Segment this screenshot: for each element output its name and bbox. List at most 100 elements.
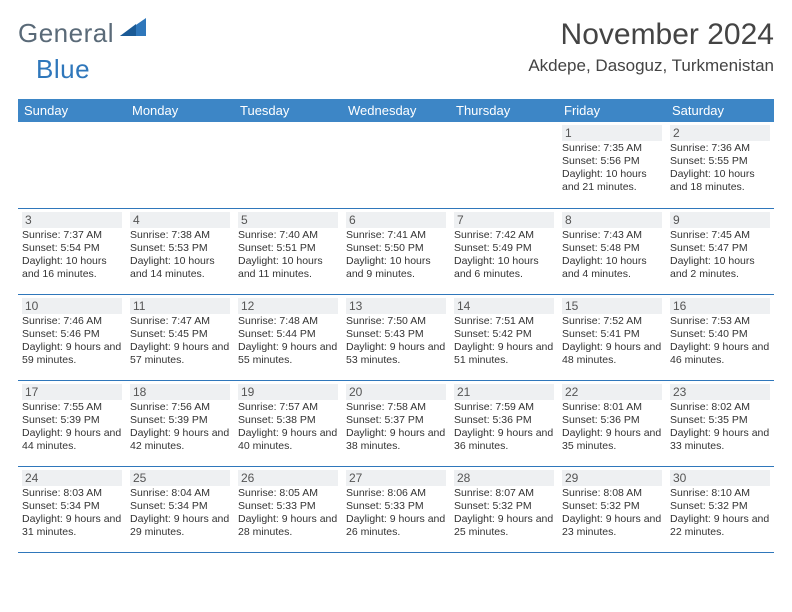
day-info-line: Sunrise: 8:07 AM: [454, 487, 554, 500]
day-number: 16: [670, 298, 770, 314]
day-info-line: Sunset: 5:49 PM: [454, 242, 554, 255]
calendar-week-row: 24Sunrise: 8:03 AMSunset: 5:34 PMDayligh…: [18, 466, 774, 552]
day-info-line: Daylight: 9 hours and 35 minutes.: [562, 427, 662, 453]
day-info-line: Sunset: 5:32 PM: [670, 500, 770, 513]
day-info-line: Daylight: 9 hours and 22 minutes.: [670, 513, 770, 539]
calendar-day-cell: 7Sunrise: 7:42 AMSunset: 5:49 PMDaylight…: [450, 208, 558, 294]
calendar-week-row: 1Sunrise: 7:35 AMSunset: 5:56 PMDaylight…: [18, 122, 774, 208]
day-info-line: Sunset: 5:35 PM: [670, 414, 770, 427]
calendar-day-cell: [126, 122, 234, 208]
weekday-header: Thursday: [450, 99, 558, 122]
day-number: 25: [130, 470, 230, 486]
calendar-day-cell: [450, 122, 558, 208]
day-info-line: Sunrise: 8:10 AM: [670, 487, 770, 500]
weekday-header: Sunday: [18, 99, 126, 122]
calendar-day-cell: 12Sunrise: 7:48 AMSunset: 5:44 PMDayligh…: [234, 294, 342, 380]
location-text: Akdepe, Dasoguz, Turkmenistan: [528, 56, 774, 76]
calendar-day-cell: 18Sunrise: 7:56 AMSunset: 5:39 PMDayligh…: [126, 380, 234, 466]
day-info-line: Daylight: 9 hours and 51 minutes.: [454, 341, 554, 367]
day-number: 2: [670, 125, 770, 141]
day-info-line: Sunrise: 7:37 AM: [22, 229, 122, 242]
day-number: 26: [238, 470, 338, 486]
day-info-line: Sunset: 5:47 PM: [670, 242, 770, 255]
day-info-line: Daylight: 9 hours and 28 minutes.: [238, 513, 338, 539]
day-info-line: Sunrise: 7:55 AM: [22, 401, 122, 414]
day-info-line: Sunset: 5:50 PM: [346, 242, 446, 255]
calendar-day-cell: 16Sunrise: 7:53 AMSunset: 5:40 PMDayligh…: [666, 294, 774, 380]
day-number: 7: [454, 212, 554, 228]
day-info-line: Sunset: 5:36 PM: [454, 414, 554, 427]
day-info-line: Sunrise: 7:46 AM: [22, 315, 122, 328]
day-info-line: Sunset: 5:37 PM: [346, 414, 446, 427]
day-number: 29: [562, 470, 662, 486]
day-number: 28: [454, 470, 554, 486]
day-info-line: Daylight: 9 hours and 59 minutes.: [22, 341, 122, 367]
day-info-line: Sunset: 5:54 PM: [22, 242, 122, 255]
day-info-line: Sunrise: 7:52 AM: [562, 315, 662, 328]
day-info-line: Daylight: 9 hours and 48 minutes.: [562, 341, 662, 367]
day-info-line: Daylight: 10 hours and 18 minutes.: [670, 168, 770, 194]
weekday-header: Friday: [558, 99, 666, 122]
day-info-line: Sunrise: 7:36 AM: [670, 142, 770, 155]
calendar-day-cell: 30Sunrise: 8:10 AMSunset: 5:32 PMDayligh…: [666, 466, 774, 552]
day-number: 17: [22, 384, 122, 400]
day-info-line: Sunrise: 8:06 AM: [346, 487, 446, 500]
calendar-day-cell: 19Sunrise: 7:57 AMSunset: 5:38 PMDayligh…: [234, 380, 342, 466]
day-info-line: Sunset: 5:43 PM: [346, 328, 446, 341]
brand-text-blue: Blue: [36, 54, 90, 85]
day-info-line: Sunset: 5:42 PM: [454, 328, 554, 341]
day-info-line: Sunrise: 7:38 AM: [130, 229, 230, 242]
day-number: 18: [130, 384, 230, 400]
day-info-line: Sunset: 5:32 PM: [562, 500, 662, 513]
day-info-line: Sunrise: 7:43 AM: [562, 229, 662, 242]
day-info-line: Daylight: 9 hours and 42 minutes.: [130, 427, 230, 453]
day-info-line: Sunset: 5:45 PM: [130, 328, 230, 341]
weekday-header: Wednesday: [342, 99, 450, 122]
calendar-day-cell: 29Sunrise: 8:08 AMSunset: 5:32 PMDayligh…: [558, 466, 666, 552]
day-info-line: Sunrise: 7:48 AM: [238, 315, 338, 328]
brand-logo: General: [18, 18, 148, 49]
day-number: 9: [670, 212, 770, 228]
day-info-line: Sunrise: 8:04 AM: [130, 487, 230, 500]
day-info-line: Sunset: 5:38 PM: [238, 414, 338, 427]
day-info-line: Daylight: 10 hours and 4 minutes.: [562, 255, 662, 281]
calendar-day-cell: 27Sunrise: 8:06 AMSunset: 5:33 PMDayligh…: [342, 466, 450, 552]
day-number: 21: [454, 384, 554, 400]
calendar-day-cell: 28Sunrise: 8:07 AMSunset: 5:32 PMDayligh…: [450, 466, 558, 552]
day-info-line: Sunrise: 8:03 AM: [22, 487, 122, 500]
calendar-body: 1Sunrise: 7:35 AMSunset: 5:56 PMDaylight…: [18, 122, 774, 552]
calendar-day-cell: [18, 122, 126, 208]
day-info-line: Sunset: 5:56 PM: [562, 155, 662, 168]
day-info-line: Daylight: 10 hours and 21 minutes.: [562, 168, 662, 194]
calendar-day-cell: 26Sunrise: 8:05 AMSunset: 5:33 PMDayligh…: [234, 466, 342, 552]
calendar-day-cell: 11Sunrise: 7:47 AMSunset: 5:45 PMDayligh…: [126, 294, 234, 380]
brand-text-general: General: [18, 18, 114, 49]
day-info-line: Daylight: 9 hours and 23 minutes.: [562, 513, 662, 539]
day-number: 11: [130, 298, 230, 314]
day-info-line: Sunrise: 7:45 AM: [670, 229, 770, 242]
day-info-line: Sunset: 5:48 PM: [562, 242, 662, 255]
day-number: 24: [22, 470, 122, 486]
day-info-line: Sunrise: 7:51 AM: [454, 315, 554, 328]
day-info-line: Daylight: 10 hours and 16 minutes.: [22, 255, 122, 281]
calendar-day-cell: 5Sunrise: 7:40 AMSunset: 5:51 PMDaylight…: [234, 208, 342, 294]
day-number: 5: [238, 212, 338, 228]
day-info-line: Sunset: 5:55 PM: [670, 155, 770, 168]
day-info-line: Sunrise: 8:02 AM: [670, 401, 770, 414]
page: General November 2024 Akdepe, Dasoguz, T…: [0, 0, 792, 553]
day-number: 3: [22, 212, 122, 228]
calendar-week-row: 10Sunrise: 7:46 AMSunset: 5:46 PMDayligh…: [18, 294, 774, 380]
calendar-day-cell: 20Sunrise: 7:58 AMSunset: 5:37 PMDayligh…: [342, 380, 450, 466]
calendar-day-cell: 21Sunrise: 7:59 AMSunset: 5:36 PMDayligh…: [450, 380, 558, 466]
day-number: 1: [562, 125, 662, 141]
day-info-line: Daylight: 9 hours and 55 minutes.: [238, 341, 338, 367]
day-info-line: Daylight: 10 hours and 11 minutes.: [238, 255, 338, 281]
day-info-line: Daylight: 9 hours and 25 minutes.: [454, 513, 554, 539]
day-info-line: Sunset: 5:46 PM: [22, 328, 122, 341]
calendar-day-cell: 14Sunrise: 7:51 AMSunset: 5:42 PMDayligh…: [450, 294, 558, 380]
day-info-line: Sunrise: 8:08 AM: [562, 487, 662, 500]
calendar-day-cell: 24Sunrise: 8:03 AMSunset: 5:34 PMDayligh…: [18, 466, 126, 552]
day-number: 22: [562, 384, 662, 400]
calendar-day-cell: 8Sunrise: 7:43 AMSunset: 5:48 PMDaylight…: [558, 208, 666, 294]
day-info-line: Sunset: 5:39 PM: [22, 414, 122, 427]
